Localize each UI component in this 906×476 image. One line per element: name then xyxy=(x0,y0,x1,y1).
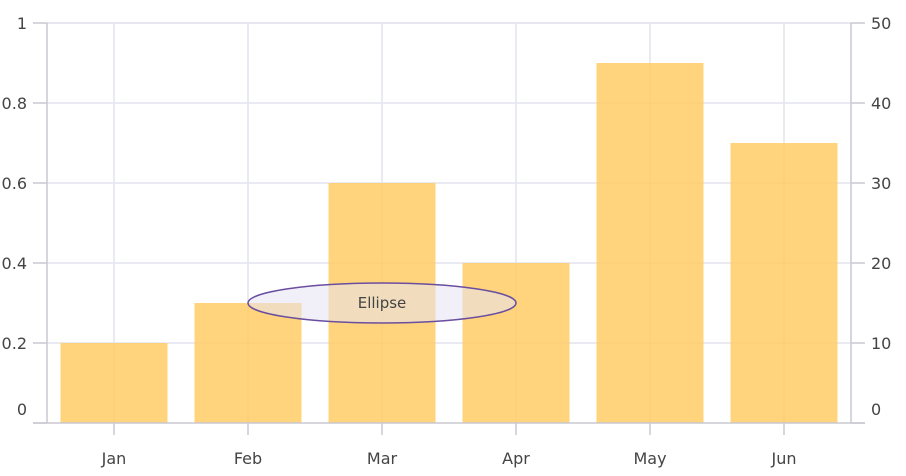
bars xyxy=(60,63,838,423)
y-tick-label: 0.4 xyxy=(2,254,27,273)
y-tick-label: 0 xyxy=(17,400,27,419)
gridlines xyxy=(47,22,851,423)
ellipse-annotation xyxy=(247,282,517,324)
ellipse-annotation-label: Ellipse xyxy=(358,294,407,312)
y2-tick-label: 30 xyxy=(871,174,891,193)
y-tick-label: 0.2 xyxy=(2,334,27,353)
y2-tick-label: 50 xyxy=(871,14,891,33)
bar-jun xyxy=(730,143,838,423)
x-tick-label: Jun xyxy=(771,449,797,468)
x-tick-label: Apr xyxy=(502,449,530,468)
y2-tick-label: 40 xyxy=(871,94,891,113)
y-tick-label: 0.6 xyxy=(2,174,27,193)
y-tick-label: 1 xyxy=(17,14,27,33)
annotations: Ellipse xyxy=(247,282,517,324)
y-tick-label: 0.8 xyxy=(2,94,27,113)
y2-tick-label: 10 xyxy=(871,334,891,353)
bar-may xyxy=(596,63,704,423)
bar-jan xyxy=(60,343,168,423)
y2-tick-label: 0 xyxy=(871,400,881,419)
bar-feb xyxy=(194,303,302,423)
y2-tick-label: 20 xyxy=(871,254,891,273)
x-tick-label: Jan xyxy=(101,449,127,468)
x-tick-label: Mar xyxy=(367,449,398,468)
x-tick-label: May xyxy=(633,449,666,468)
x-tick-label: Feb xyxy=(234,449,262,468)
bar-apr xyxy=(462,263,570,423)
